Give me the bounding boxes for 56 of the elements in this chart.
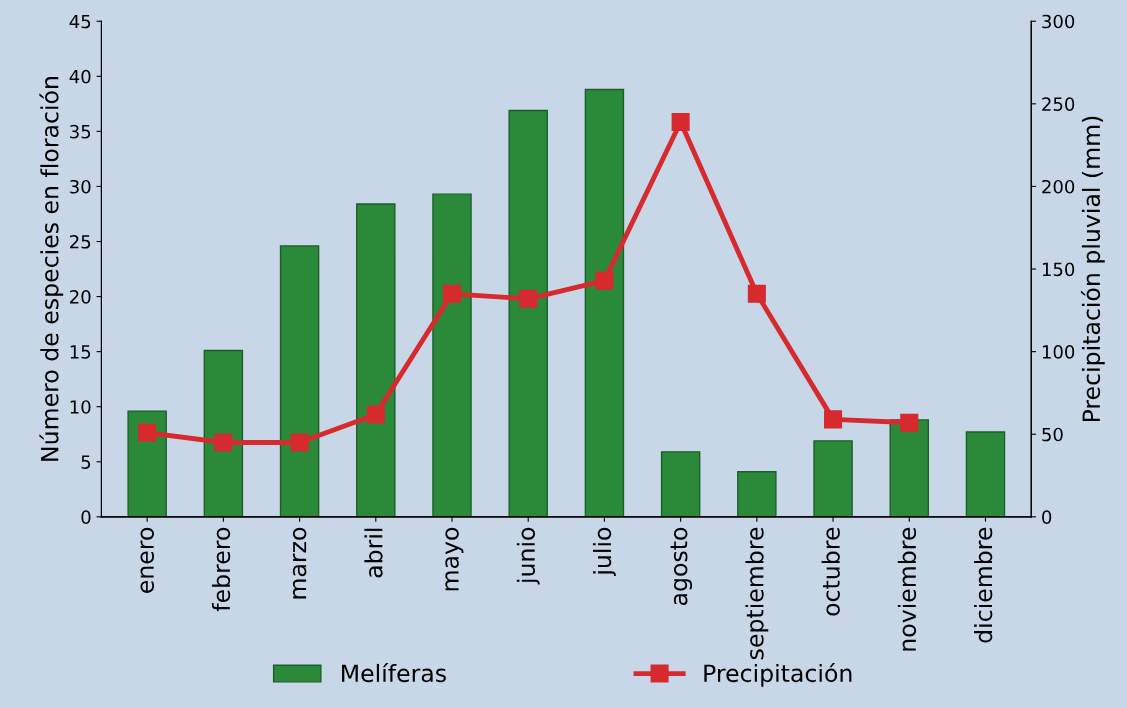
y-tick-label: 20: [70, 290, 91, 304]
y2-tick-label: 50: [1042, 427, 1063, 442]
x-tick-label: junio: [516, 527, 540, 585]
bar: [203, 349, 244, 517]
y-tick-label: 15: [70, 345, 91, 359]
point: [595, 271, 614, 290]
x-tick-label: marzo: [292, 527, 307, 599]
bar: [584, 88, 625, 517]
bar: [356, 203, 396, 517]
point: [138, 423, 157, 442]
x-tick-label: diciembre: [974, 527, 993, 643]
point: [824, 410, 843, 429]
y-tick-label: 35: [70, 124, 91, 139]
y2-tick-label: 250: [1042, 97, 1075, 111]
point: [900, 413, 919, 432]
bar: [965, 431, 1006, 517]
bar: [432, 193, 472, 517]
y2-tick-label: 200: [1042, 179, 1075, 194]
point: [442, 284, 462, 303]
bar: [127, 410, 167, 517]
x-tick-label: octubre: [821, 527, 840, 616]
x-tick-label: julio: [593, 527, 616, 577]
y-tick-label: 40: [69, 69, 91, 84]
y2-tick-label: 150: [1042, 262, 1075, 277]
x-tick-label: agosto: [670, 527, 693, 606]
y2-tick-label: 100: [1042, 345, 1075, 359]
point: [671, 112, 690, 132]
y2-tick-label: 0: [1042, 510, 1052, 524]
bar: [660, 451, 701, 517]
bar: [279, 245, 320, 517]
y2-axis-title: Precipitación pluvial (mm): [1080, 116, 1105, 422]
y-tick-label: 0: [81, 510, 91, 524]
point: [290, 433, 309, 452]
y-tick-label: 25: [70, 234, 91, 249]
legend-label: Melíferas: [342, 662, 446, 683]
x-tick-label: mayo: [445, 527, 464, 591]
x-tick-label: noviembre: [897, 527, 917, 651]
x-tick-label: septiembre: [745, 527, 769, 660]
bar: [508, 109, 548, 517]
bar: [813, 440, 853, 517]
point: [747, 284, 766, 303]
point: [519, 289, 538, 308]
y-tick-label: 5: [81, 455, 91, 469]
x-tick-label: enero: [140, 527, 155, 593]
y-tick-label: 30: [70, 179, 91, 194]
point: [366, 405, 385, 424]
y-tick-label: 45: [69, 14, 91, 29]
x-tick-label: febrero: [211, 527, 231, 612]
y2-tick-label: 300: [1042, 14, 1075, 29]
bar: [889, 419, 930, 517]
legend-label: Precipitación: [704, 662, 852, 687]
x-tick-label: abril: [364, 528, 383, 578]
y-axis-title: Número de especies en floración: [39, 77, 64, 461]
point: [214, 433, 233, 452]
bar: [737, 470, 777, 517]
y-tick-label: 10: [70, 400, 91, 414]
